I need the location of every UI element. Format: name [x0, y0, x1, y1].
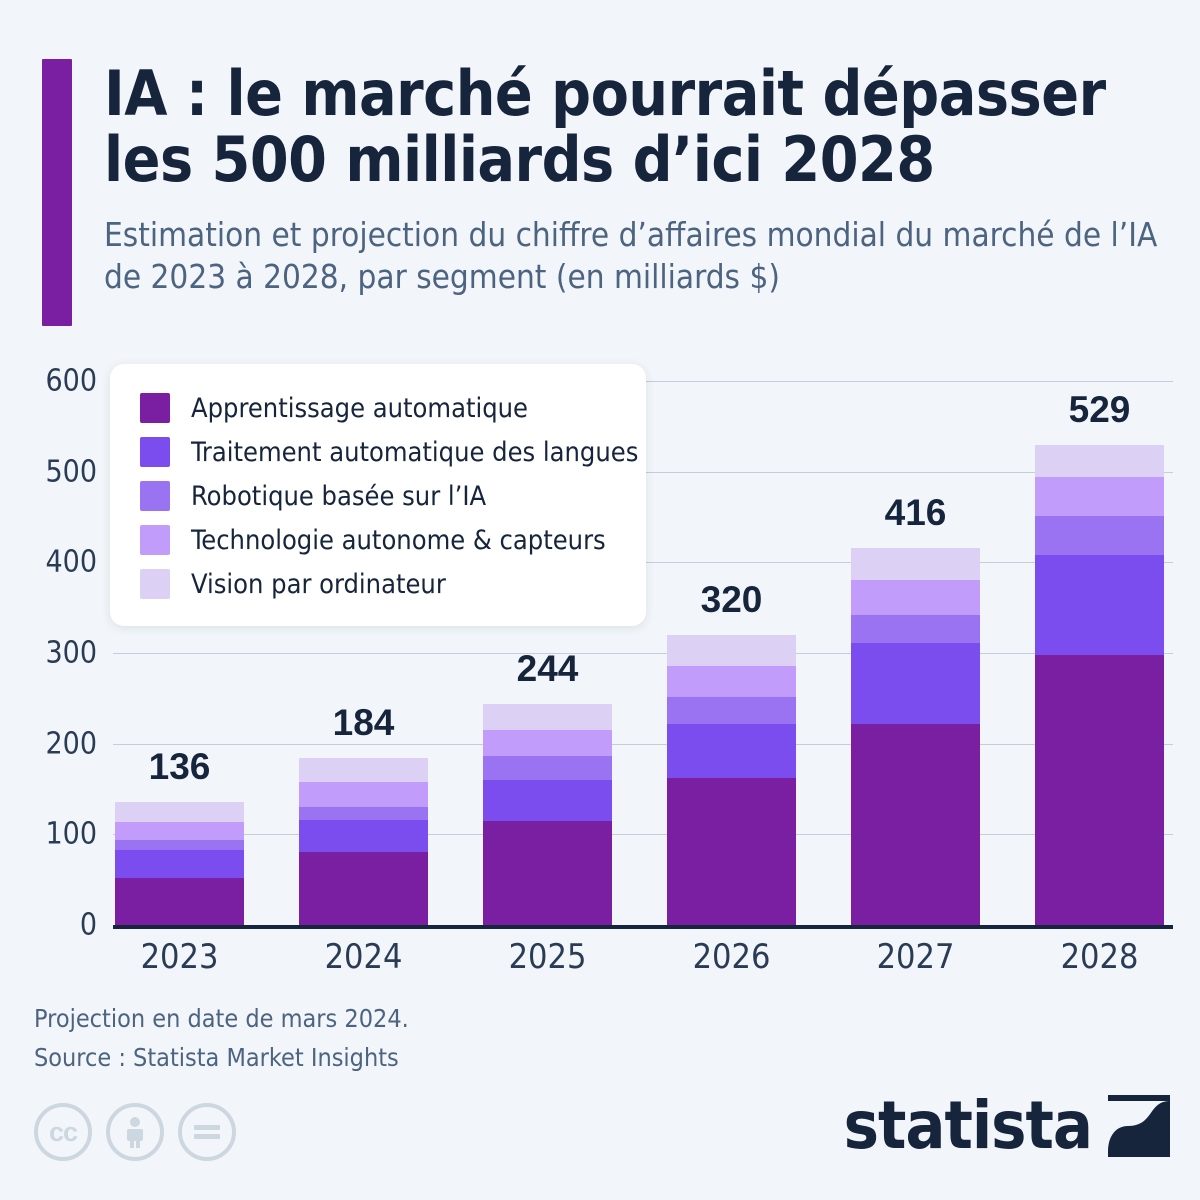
legend-swatch-icon — [140, 569, 170, 599]
cc-nd-equals-icon — [178, 1103, 236, 1161]
bar-segment[interactable] — [1035, 445, 1164, 478]
y-axis-tick-label: 300 — [45, 635, 97, 671]
statista-logo: statista — [844, 1093, 1170, 1159]
gridline — [113, 743, 1173, 745]
legend-item[interactable]: Technologie autonome & capteurs — [140, 518, 620, 562]
bar-total-label: 416 — [884, 491, 947, 533]
x-axis-baseline — [113, 925, 1173, 929]
legend-item-label: Vision par ordinateur — [191, 568, 446, 600]
bar-segment[interactable] — [851, 723, 980, 925]
plot-area: 136 184 244 320 416 529 2023 2024 2025 2026 2027 2… — [113, 381, 1173, 977]
legend-swatch-icon — [140, 437, 170, 467]
bar-segment[interactable] — [483, 820, 612, 925]
y-axis-tick-label: 600 — [45, 363, 97, 399]
cc-icon: cc — [34, 1103, 92, 1161]
bar-segment[interactable] — [299, 758, 428, 782]
bar-segment[interactable] — [851, 643, 980, 724]
y-axis-tick-label: 400 — [45, 544, 97, 580]
legend-item[interactable]: Traitement automatique des langues — [140, 430, 638, 474]
x-axis-tick-label: 2025 — [508, 937, 587, 977]
header-text: IA : le marché pourrait dépasser les 500… — [104, 59, 1172, 326]
bar-total-label: 529 — [1068, 389, 1131, 431]
page-subtitle: Estimation et projection du chiffre d’af… — [104, 214, 1158, 296]
person-glyph — [127, 1117, 143, 1148]
legend-item[interactable]: Vision par ordinateur — [140, 562, 620, 606]
bar-total-label: 320 — [700, 578, 763, 620]
bar-segment[interactable] — [1035, 477, 1164, 517]
bar-total-label: 244 — [516, 647, 579, 689]
creative-commons-icons: cc — [34, 1103, 236, 1161]
x-axis-tick-label: 2028 — [1060, 937, 1139, 977]
footnote-source: Source : Statista Market Insights — [34, 1042, 399, 1072]
bar-segment[interactable] — [115, 839, 244, 850]
bar-segment[interactable] — [483, 779, 612, 821]
bar-segment[interactable] — [483, 730, 612, 757]
bar-segment[interactable] — [667, 634, 796, 666]
bar-segment[interactable] — [667, 665, 796, 697]
bar-segment[interactable] — [115, 849, 244, 878]
cc-glyph-label: cc — [48, 1116, 78, 1147]
bar-segment[interactable] — [115, 801, 244, 822]
gridline — [113, 834, 1173, 836]
bar-segment[interactable] — [667, 723, 796, 779]
x-axis-tick-label: 2027 — [876, 937, 955, 977]
bar-segment[interactable] — [483, 703, 612, 731]
bar-segment[interactable] — [851, 579, 980, 615]
legend-item[interactable]: Apprentissage automatique — [140, 386, 620, 430]
legend-item-label: Robotique basée sur l’IA — [191, 480, 487, 512]
bar-segment[interactable] — [667, 696, 796, 724]
page-title: IA : le marché pourrait dépasser les 500… — [104, 57, 1106, 197]
bar-segment[interactable] — [299, 807, 428, 820]
x-axis-tick-label: 2024 — [324, 937, 403, 977]
cc-by-person-icon — [106, 1103, 164, 1161]
accent-bar — [42, 59, 72, 326]
x-axis-tick-label: 2026 — [692, 937, 771, 977]
bar-total-label: 136 — [148, 745, 211, 787]
stacked-bar[interactable] — [483, 703, 612, 925]
legend-item-label: Apprentissage automatique — [191, 392, 528, 424]
gridline — [113, 653, 1173, 654]
legend-item-label: Traitement automatique des langues — [191, 436, 639, 468]
statista-logo-mark — [1108, 1095, 1170, 1157]
stacked-bar[interactable] — [115, 801, 244, 925]
legend-swatch-icon — [140, 525, 170, 555]
stacked-bar[interactable] — [1035, 445, 1164, 925]
footnote-projection: Projection en date de mars 2024. — [34, 1004, 409, 1033]
bar-segment[interactable] — [115, 821, 244, 840]
legend-swatch-icon — [140, 481, 170, 511]
stacked-bar[interactable] — [667, 634, 796, 925]
y-axis-tick-label: 0 — [79, 907, 97, 943]
stacked-bar[interactable] — [851, 547, 980, 925]
chart-container: 136 184 244 320 416 529 2023 2024 2025 2026 2027 2… — [0, 355, 1200, 985]
statista-wordmark: statista — [843, 1087, 1093, 1164]
y-axis-tick-label: 500 — [45, 454, 97, 490]
bar-total-label: 184 — [332, 702, 395, 744]
y-axis-tick-label: 100 — [45, 816, 97, 852]
header: IA : le marché pourrait dépasser les 500… — [42, 59, 1172, 326]
legend-item[interactable]: Robotique basée sur l’IA — [140, 474, 620, 518]
footnotes: Projection en date de mars 2024. Source … — [34, 1000, 409, 1078]
legend-item-label: Technologie autonome & capteurs — [191, 524, 606, 556]
bar-segment[interactable] — [851, 547, 980, 580]
bar-segment[interactable] — [1035, 516, 1164, 556]
bar-segment[interactable] — [483, 756, 612, 780]
bar-segment[interactable] — [667, 778, 796, 925]
x-axis-tick-label: 2023 — [140, 937, 219, 977]
bar-segment[interactable] — [851, 614, 980, 644]
legend-swatch-icon — [140, 393, 170, 423]
stacked-bar[interactable] — [299, 758, 428, 925]
bar-segment[interactable] — [299, 781, 428, 808]
y-axis-tick-label: 200 — [45, 726, 97, 762]
bar-segment[interactable] — [299, 819, 428, 853]
bar-segment[interactable] — [115, 877, 244, 925]
bar-segment[interactable] — [1035, 654, 1164, 925]
bar-segment[interactable] — [1035, 555, 1164, 655]
legend: Apprentissage automatique Traitement auto… — [110, 364, 646, 626]
bar-segment[interactable] — [299, 852, 428, 925]
equals-glyph — [194, 1125, 220, 1139]
